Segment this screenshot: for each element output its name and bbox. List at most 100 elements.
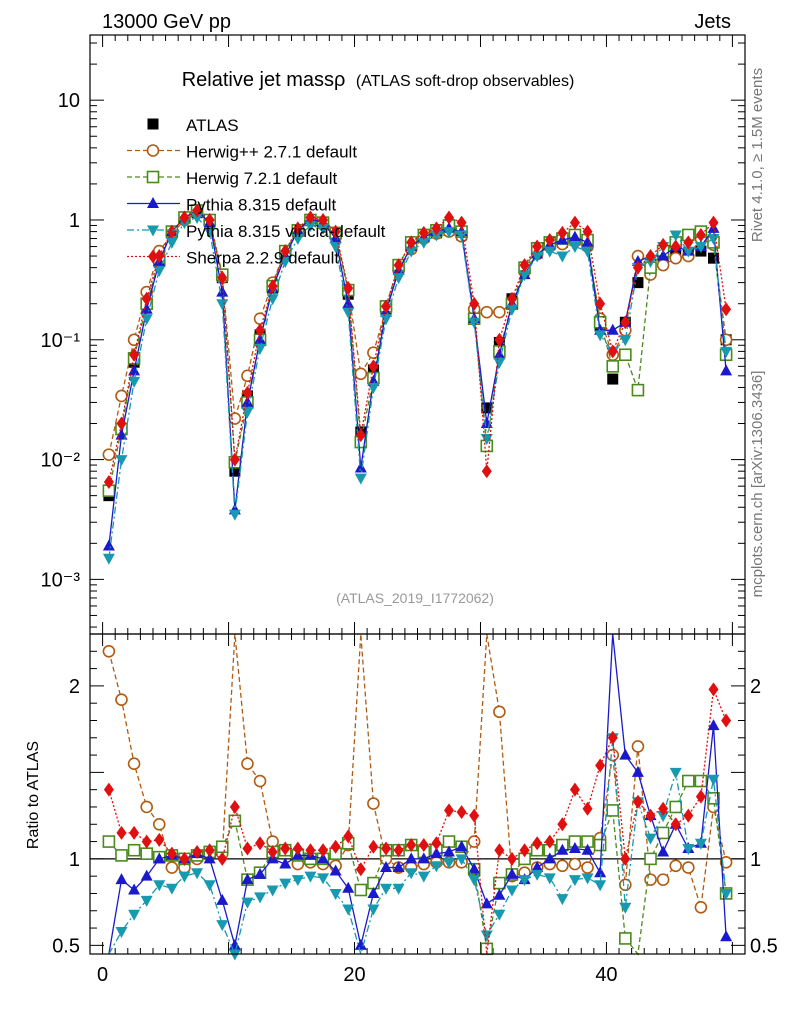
ratio-point: [116, 825, 127, 840]
ratio-point: [317, 852, 330, 864]
main-point: [115, 389, 128, 403]
ratio-point: [141, 834, 152, 849]
main-point: [682, 246, 695, 258]
ratio-point: [694, 838, 707, 850]
ratio-point: [254, 892, 267, 904]
ratio-point: [406, 838, 417, 853]
ratio-point: [455, 840, 468, 852]
ratio-point: [127, 757, 141, 771]
main-point: [431, 221, 442, 236]
ratio-panel-series: [102, 633, 733, 961]
ratio-point: [115, 849, 128, 862]
ratio-point: [102, 835, 116, 848]
main-point: [405, 246, 418, 258]
ratio-point: [467, 835, 481, 848]
ratio-point: [115, 873, 128, 885]
main-point: [192, 203, 203, 218]
ratio-point: [581, 861, 594, 874]
header-left: 13000 GeV pp: [102, 11, 231, 33]
ratio-line: [108, 633, 727, 955]
main-point: [480, 305, 494, 319]
ratio-point: [417, 852, 430, 864]
legend-marker: [146, 144, 160, 157]
main-point: [140, 314, 153, 326]
ratio-point: [430, 847, 443, 859]
main-point: [657, 249, 670, 261]
main-point: [619, 335, 632, 347]
y-tick-label: 10⁻¹: [41, 330, 81, 352]
main-point: [544, 233, 555, 248]
ratio-point: [670, 817, 681, 832]
main-point: [305, 210, 316, 225]
ratio-point: [631, 740, 645, 753]
ratio-axis-label: Ratio to ATLAS: [25, 741, 42, 849]
ratio-point: [266, 885, 279, 897]
main-point: [568, 242, 581, 254]
main-point: [442, 227, 455, 239]
main-point: [494, 332, 505, 347]
ratio-point: [480, 897, 493, 909]
ratio-point: [568, 875, 581, 887]
ratio-point: [228, 949, 241, 961]
ratio-point: [279, 857, 292, 869]
ratio-point: [442, 857, 455, 869]
ratio-point: [417, 871, 430, 883]
main-point: [493, 348, 506, 360]
main-point: [670, 239, 681, 254]
ratio-point: [493, 876, 506, 890]
main-point: [280, 244, 291, 259]
ratio-point: [354, 938, 367, 950]
ratio-point: [178, 871, 191, 883]
ratio-point: [531, 861, 544, 873]
main-point: [292, 221, 303, 236]
main-point: [354, 473, 367, 485]
main-panel-series: [102, 203, 733, 565]
main-point: [707, 234, 720, 246]
ratio-point: [153, 880, 166, 892]
main-point: [116, 416, 127, 431]
ratio-point: [682, 774, 695, 788]
main-point: [418, 225, 429, 240]
ratio-point: [469, 808, 480, 823]
main-point: [669, 251, 683, 265]
main-point: [191, 212, 204, 224]
main-point: [456, 215, 467, 230]
ratio-point: [531, 869, 544, 881]
main-point: [216, 285, 229, 297]
main-point: [469, 296, 480, 311]
ratio-point: [192, 844, 203, 859]
main-point: [141, 291, 152, 306]
ratio-point: [455, 854, 468, 866]
ratio-point: [140, 869, 153, 881]
ratio-point: [656, 873, 670, 886]
ratio-point: [442, 835, 456, 848]
ratio-point: [506, 851, 517, 866]
ratio-point: [329, 864, 342, 876]
ratio-point: [317, 873, 330, 885]
main-point: [632, 277, 644, 289]
chart-title: Relative jet massρ (ATLAS soft-drop obse…: [182, 69, 575, 91]
main-point: [417, 237, 430, 249]
ratio-point: [443, 803, 454, 818]
main-point: [505, 304, 518, 316]
ratio-point: [556, 859, 569, 873]
ratio-point: [644, 833, 657, 845]
ratio-point: [103, 782, 114, 797]
main-point: [354, 367, 368, 381]
main-point: [557, 225, 568, 240]
main-point: [683, 235, 694, 250]
main-point: [481, 464, 492, 479]
legend-marker: [147, 197, 159, 208]
legend-marker: [146, 170, 160, 184]
main-point: [568, 230, 581, 242]
ratio-point: [694, 900, 708, 914]
side-label-rivet: Rivet 4.1.0, ≥ 1.5M events: [749, 68, 766, 242]
main-point: [128, 364, 141, 376]
legend-marker: [147, 225, 159, 237]
ratio-point: [532, 836, 543, 851]
main-point: [493, 357, 506, 369]
main-point: [481, 402, 493, 414]
ratio-panel-frame: [89, 633, 746, 955]
ratio-point: [594, 866, 607, 878]
